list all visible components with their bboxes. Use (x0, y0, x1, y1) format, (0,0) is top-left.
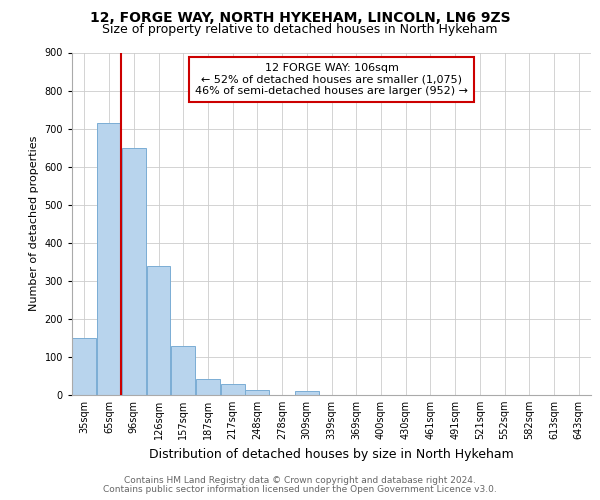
Bar (73, 338, 97, 395)
Text: Size of property relative to detached houses in North Hykeham: Size of property relative to detached ho… (102, 22, 498, 36)
Bar (245, 390, 269, 395)
Bar (221, 384, 245, 395)
Bar (171, 346, 195, 395)
Text: 12 FORGE WAY: 106sqm
← 52% of detached houses are smaller (1,075)
46% of semi-de: 12 FORGE WAY: 106sqm ← 52% of detached h… (195, 63, 468, 96)
Text: Contains public sector information licensed under the Open Government Licence v3: Contains public sector information licen… (103, 485, 497, 494)
Bar (196, 379, 220, 395)
Bar (122, 148, 146, 395)
Bar (295, 391, 319, 395)
Text: Contains HM Land Registry data © Crown copyright and database right 2024.: Contains HM Land Registry data © Crown c… (124, 476, 476, 485)
Bar (97, 123, 121, 395)
Bar (146, 266, 170, 395)
X-axis label: Distribution of detached houses by size in North Hykeham: Distribution of detached houses by size … (149, 448, 514, 460)
Y-axis label: Number of detached properties: Number of detached properties (29, 136, 39, 312)
Text: 12, FORGE WAY, NORTH HYKEHAM, LINCOLN, LN6 9ZS: 12, FORGE WAY, NORTH HYKEHAM, LINCOLN, L… (89, 11, 511, 25)
